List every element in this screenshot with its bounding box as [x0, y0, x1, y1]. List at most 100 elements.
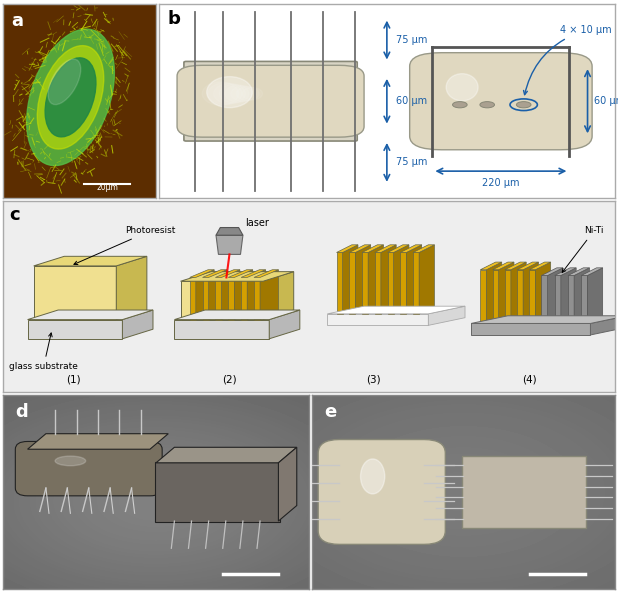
Polygon shape	[116, 256, 147, 320]
Text: d: d	[15, 403, 28, 421]
Polygon shape	[33, 266, 116, 320]
Polygon shape	[234, 270, 253, 320]
Text: Ni-Ti: Ni-Ti	[562, 226, 604, 272]
Polygon shape	[190, 270, 214, 278]
Polygon shape	[260, 270, 278, 320]
Circle shape	[517, 102, 531, 108]
Polygon shape	[574, 268, 590, 323]
Polygon shape	[156, 448, 297, 463]
Ellipse shape	[45, 58, 96, 137]
Polygon shape	[568, 275, 574, 323]
Polygon shape	[216, 278, 221, 320]
Polygon shape	[247, 270, 266, 320]
Polygon shape	[523, 262, 538, 323]
Polygon shape	[568, 268, 590, 275]
FancyBboxPatch shape	[184, 62, 357, 141]
FancyBboxPatch shape	[15, 442, 162, 496]
Polygon shape	[196, 270, 214, 320]
Polygon shape	[582, 268, 603, 275]
Ellipse shape	[446, 73, 478, 101]
Polygon shape	[241, 278, 247, 320]
Polygon shape	[587, 268, 603, 323]
Polygon shape	[174, 320, 269, 339]
FancyBboxPatch shape	[177, 65, 364, 137]
Polygon shape	[190, 278, 196, 320]
Ellipse shape	[202, 82, 239, 105]
Text: Photoresist: Photoresist	[74, 226, 176, 265]
FancyBboxPatch shape	[462, 456, 586, 528]
Polygon shape	[241, 270, 266, 278]
Polygon shape	[174, 310, 300, 320]
Text: 75 μm: 75 μm	[396, 35, 428, 45]
Polygon shape	[28, 434, 168, 449]
Polygon shape	[555, 268, 576, 275]
Polygon shape	[493, 262, 514, 270]
Polygon shape	[541, 268, 563, 275]
Ellipse shape	[48, 59, 81, 105]
Polygon shape	[355, 245, 371, 314]
Polygon shape	[28, 310, 153, 320]
Polygon shape	[413, 245, 434, 252]
FancyBboxPatch shape	[154, 462, 280, 522]
Polygon shape	[517, 262, 538, 270]
Text: (1): (1)	[66, 375, 81, 385]
Polygon shape	[228, 270, 253, 278]
Polygon shape	[375, 252, 381, 314]
Polygon shape	[529, 262, 551, 270]
Polygon shape	[413, 252, 419, 314]
Polygon shape	[368, 245, 383, 314]
Text: (2): (2)	[222, 375, 237, 385]
Polygon shape	[505, 262, 526, 270]
Polygon shape	[228, 278, 234, 320]
Polygon shape	[362, 245, 383, 252]
Polygon shape	[541, 275, 548, 323]
Polygon shape	[480, 262, 502, 270]
Polygon shape	[337, 252, 342, 314]
Polygon shape	[387, 252, 394, 314]
Polygon shape	[254, 278, 260, 320]
Polygon shape	[375, 245, 396, 252]
Polygon shape	[269, 310, 300, 339]
Ellipse shape	[37, 46, 104, 149]
Ellipse shape	[231, 86, 256, 101]
Text: laser: laser	[245, 217, 269, 227]
Polygon shape	[561, 268, 576, 323]
Text: 60 μm: 60 μm	[396, 96, 427, 106]
Polygon shape	[362, 252, 368, 314]
Polygon shape	[590, 316, 618, 335]
FancyBboxPatch shape	[410, 53, 592, 150]
Text: 60 μm: 60 μm	[595, 96, 618, 106]
Polygon shape	[480, 270, 486, 323]
Polygon shape	[328, 306, 465, 314]
Text: 220 μm: 220 μm	[482, 178, 520, 188]
Ellipse shape	[219, 84, 249, 103]
Polygon shape	[471, 323, 590, 335]
Text: (4): (4)	[522, 375, 536, 385]
Polygon shape	[493, 270, 499, 323]
Polygon shape	[349, 245, 371, 252]
Polygon shape	[387, 245, 409, 252]
Polygon shape	[180, 272, 294, 281]
Polygon shape	[419, 245, 434, 314]
Ellipse shape	[225, 85, 252, 102]
Polygon shape	[342, 245, 358, 314]
Polygon shape	[180, 281, 263, 320]
Polygon shape	[486, 262, 502, 323]
Polygon shape	[203, 278, 209, 320]
Polygon shape	[33, 256, 147, 266]
Polygon shape	[535, 262, 551, 323]
Text: b: b	[168, 10, 181, 28]
Polygon shape	[511, 262, 526, 323]
Polygon shape	[394, 245, 409, 314]
Polygon shape	[428, 306, 465, 326]
Ellipse shape	[360, 459, 385, 494]
Polygon shape	[263, 272, 294, 320]
Polygon shape	[221, 270, 240, 320]
Polygon shape	[278, 448, 297, 521]
Ellipse shape	[236, 86, 259, 101]
Polygon shape	[400, 252, 407, 314]
Polygon shape	[529, 270, 535, 323]
Ellipse shape	[206, 76, 252, 108]
Text: c: c	[9, 207, 20, 224]
Polygon shape	[209, 270, 227, 320]
